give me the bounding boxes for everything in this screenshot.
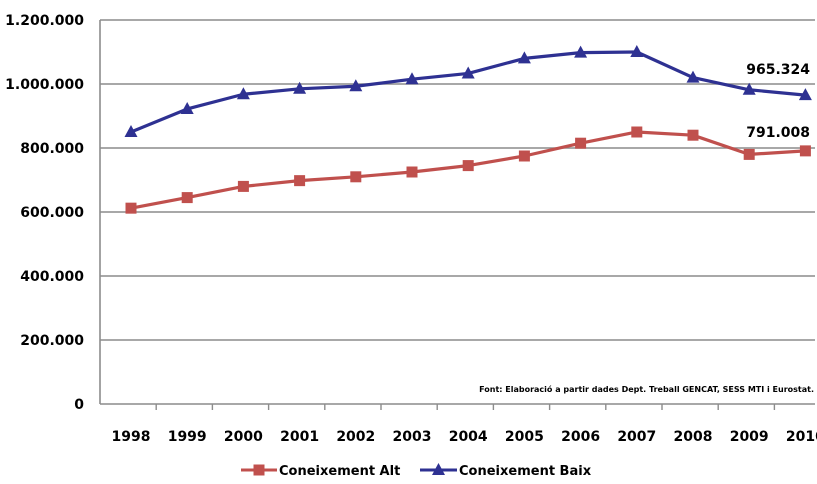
data-point-coneixement-baix (180, 101, 194, 114)
legend-label-coneixement-baix: Coneixement Baix (459, 464, 592, 479)
data-point-coneixement-baix (574, 45, 588, 58)
y-tick-label: 400.000 (20, 269, 84, 285)
x-tick-label: 2010 (786, 429, 817, 445)
data-point-coneixement-baix (798, 88, 812, 101)
y-tick-label: 0 (74, 397, 84, 413)
data-point-coneixement-alt (575, 137, 587, 149)
x-tick-label: 2004 (449, 429, 488, 445)
data-point-coneixement-alt (799, 145, 811, 157)
data-label-baix-2010: 965.324 (746, 62, 810, 78)
data-point-coneixement-alt (350, 171, 362, 183)
series-line-coneixement-baix (130, 50, 806, 134)
x-tick-label: 2008 (674, 429, 713, 445)
data-point-coneixement-alt (462, 160, 474, 172)
data-point-coneixement-baix (517, 51, 531, 64)
series-lines (124, 45, 812, 214)
legend: Coneixement Alt Coneixement Baix (241, 463, 592, 479)
gridlines (100, 19, 815, 341)
x-tick-label: 2001 (280, 429, 319, 445)
legend-marker-coneixement-alt (253, 464, 265, 476)
x-tick-label: 2000 (224, 429, 263, 445)
y-tick-label: 1.000.000 (5, 77, 84, 93)
data-point-coneixement-alt (518, 150, 530, 162)
x-tick-label: 1999 (168, 429, 207, 445)
data-point-coneixement-alt (406, 166, 418, 178)
data-point-coneixement-alt (237, 180, 249, 192)
data-point-coneixement-baix (293, 81, 307, 94)
y-axis: 0 200.000 400.000 600.000 800.000 1.000.000 1.… (5, 13, 101, 413)
data-point-coneixement-baix (236, 87, 250, 100)
data-point-coneixement-baix (742, 82, 756, 95)
x-tick-label: 2006 (561, 429, 600, 445)
data-point-coneixement-baix (349, 79, 363, 92)
data-point-coneixement-alt (294, 175, 306, 187)
data-point-coneixement-alt (743, 148, 755, 160)
y-tick-label: 800.000 (20, 141, 84, 157)
legend-marker-coneixement-baix (432, 463, 445, 475)
x-tick-label: 2005 (505, 429, 544, 445)
data-label-alt-2010: 791.008 (746, 125, 810, 141)
data-point-coneixement-alt (631, 126, 643, 138)
x-tick-label: 2002 (336, 429, 375, 445)
source-note: Font: Elaboració a partir dades Dept. Tr… (479, 384, 814, 394)
x-tick-label: 2007 (617, 429, 656, 445)
data-point-coneixement-alt (687, 129, 699, 141)
x-tick-label: 1998 (112, 429, 151, 445)
data-point-coneixement-baix (630, 45, 644, 57)
x-tick-label: 2009 (730, 429, 769, 445)
data-point-coneixement-baix (405, 72, 419, 85)
legend-label-coneixement-alt: Coneixement Alt (279, 464, 400, 479)
data-point-coneixement-baix (686, 70, 700, 83)
x-tick-label: 2003 (393, 429, 432, 445)
data-point-coneixement-baix (461, 66, 475, 79)
x-axis: 1998 1999 2000 2001 2002 2003 2004 2005 2006 2007… (100, 403, 817, 445)
data-point-coneixement-alt (125, 202, 137, 214)
y-tick-label: 600.000 (20, 205, 84, 221)
data-point-coneixement-baix (124, 125, 138, 137)
y-tick-label: 200.000 (20, 333, 84, 349)
data-point-coneixement-alt (181, 192, 193, 204)
y-tick-label: 1.200.000 (5, 13, 84, 29)
